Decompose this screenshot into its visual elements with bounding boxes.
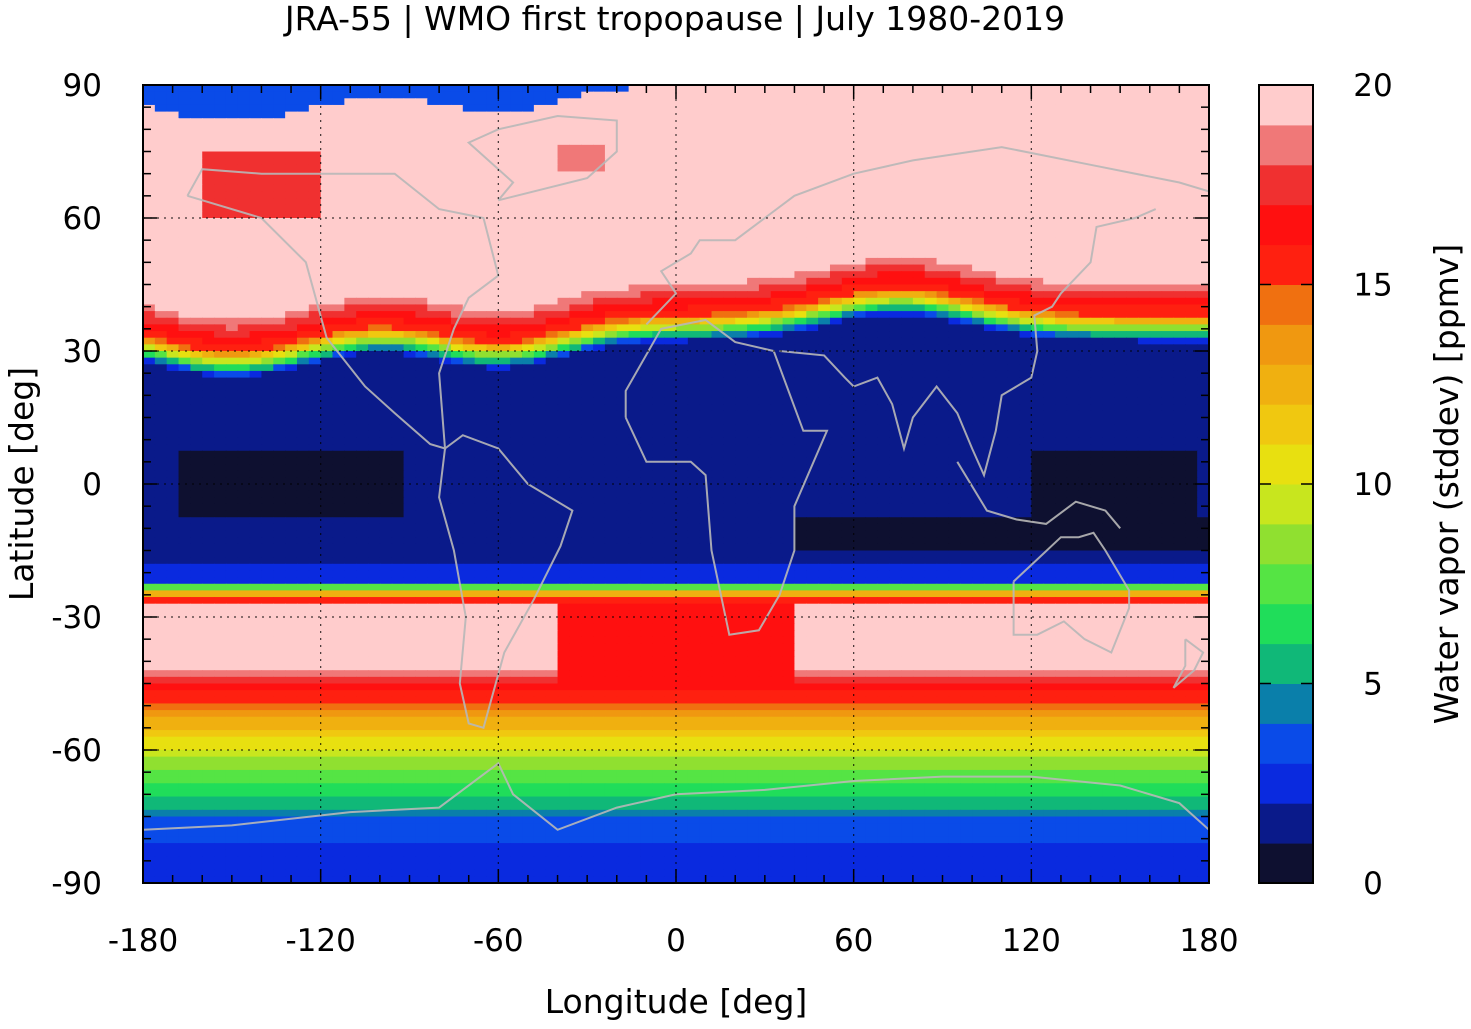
colorbar-swatch	[1259, 523, 1313, 565]
y-tick-label: -60	[51, 733, 102, 769]
x-tick-label: -180	[108, 923, 178, 959]
x-tick-label: -60	[473, 923, 524, 959]
x-tick-label: 180	[1179, 923, 1238, 959]
y-tick-label: -90	[51, 866, 102, 902]
colorbar-tick-label: 15	[1353, 268, 1392, 304]
x-tick-label: 0	[666, 923, 686, 959]
axis-ticks	[142, 84, 1210, 884]
colorbar-swatch	[1259, 444, 1313, 485]
chart-title: JRA-55 | WMO first tropopause | July 198…	[283, 0, 1065, 38]
y-tick-label: 90	[63, 68, 102, 104]
colorbar-tick-labels: 0 5 10 15 20	[1353, 68, 1392, 902]
colorbar-swatch	[1259, 643, 1313, 684]
colorbar	[1259, 85, 1313, 884]
colorbar-swatch	[1259, 763, 1313, 804]
colorbar-swatch	[1259, 244, 1313, 285]
colorbar-label: Water vapor (stddev) [ppmv]	[1427, 244, 1466, 724]
colorbar-ticks	[1259, 84, 1313, 884]
colorbar-swatch	[1259, 843, 1313, 884]
colorbar-tick-label: 0	[1363, 866, 1383, 902]
colorbar-swatch	[1259, 164, 1313, 206]
colorbar-swatch	[1259, 603, 1313, 645]
colorbar-swatch	[1259, 284, 1313, 325]
y-axis-label: Latitude [deg]	[2, 367, 41, 601]
colorbar-swatch	[1259, 563, 1313, 605]
colorbar-swatch	[1259, 723, 1313, 764]
x-axis-label: Longitude [deg]	[545, 982, 808, 1021]
x-tick-label: -120	[285, 923, 355, 959]
y-tick-labels: 90 60 30 0 -30 -60 -90	[51, 68, 102, 902]
colorbar-swatch	[1259, 85, 1313, 126]
grid-lines	[143, 85, 1209, 883]
x-tick-label: 120	[1002, 923, 1061, 959]
colorbar-swatch	[1259, 683, 1313, 724]
colorbar-swatch	[1259, 124, 1313, 166]
y-tick-label: 0	[82, 467, 102, 503]
colorbar-tick-label: 10	[1353, 467, 1392, 503]
x-tick-labels: -180 -120 -60 0 60 120 180	[108, 923, 1239, 959]
colorbar-swatch	[1259, 204, 1313, 246]
colorbar-swatch	[1259, 484, 1313, 525]
colorbar-swatch	[1259, 324, 1313, 365]
coastlines	[143, 114, 1209, 831]
y-tick-label: -30	[51, 600, 102, 636]
x-tick-label: 60	[834, 923, 873, 959]
colorbar-tick-label: 5	[1363, 667, 1383, 703]
y-tick-label: 60	[63, 201, 102, 237]
colorbar-swatch	[1259, 404, 1313, 445]
heatmap-field	[143, 85, 1209, 883]
colorbar-swatch	[1259, 364, 1313, 405]
colorbar-tick-label: 20	[1353, 68, 1392, 104]
y-tick-label: 30	[63, 334, 102, 370]
colorbar-swatch	[1259, 803, 1313, 844]
